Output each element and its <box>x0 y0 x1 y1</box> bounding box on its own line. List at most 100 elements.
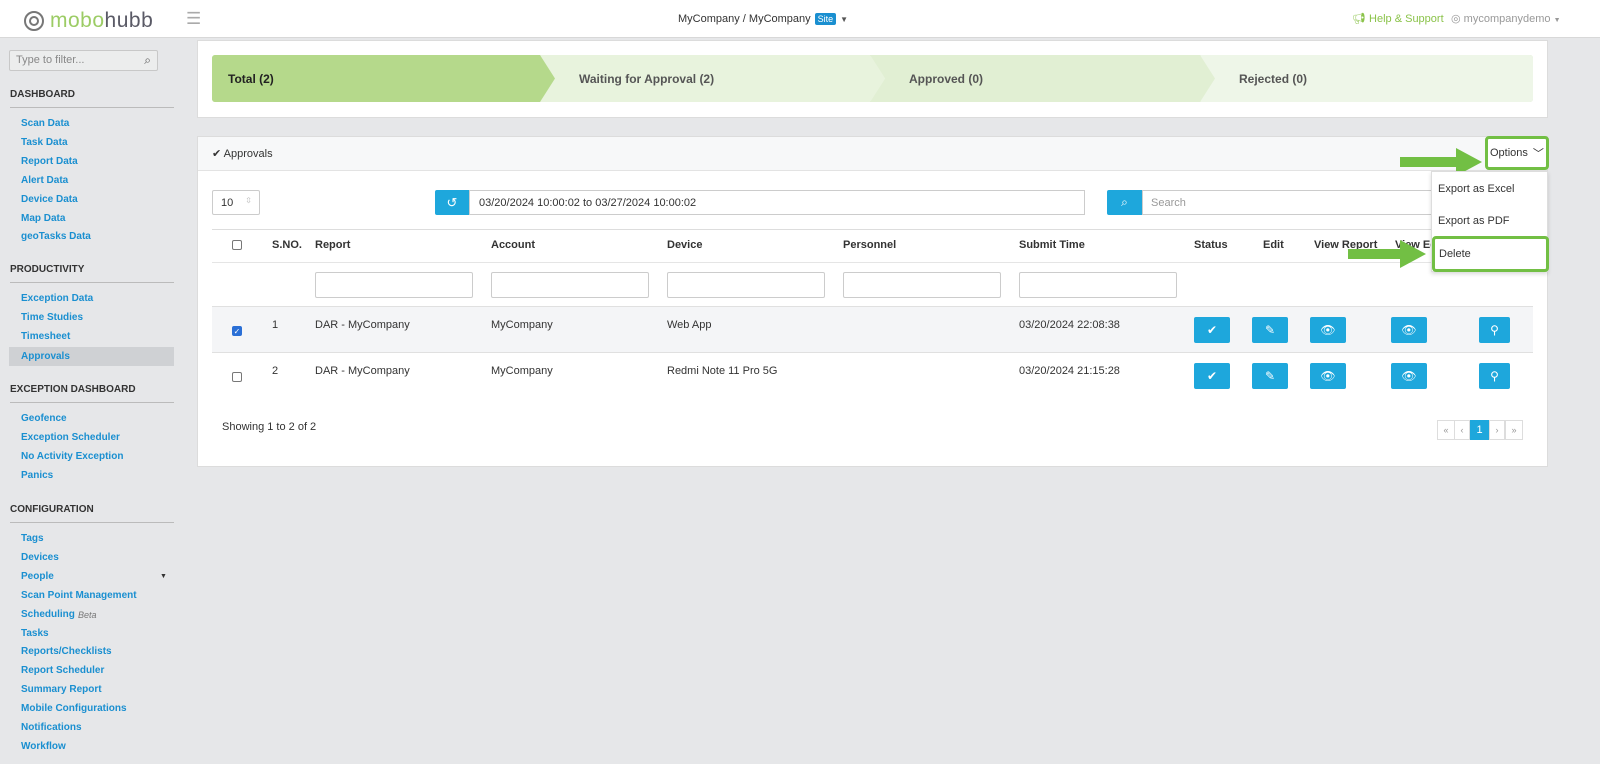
cell-account: MyCompany <box>491 365 553 377</box>
sidebar-item-report-scheduler[interactable]: Report Scheduler <box>21 665 105 677</box>
sidebar-item-scan-data[interactable]: Scan Data <box>21 118 70 129</box>
sidebar <box>0 39 183 764</box>
eye-icon: 👁︎ <box>1320 323 1336 337</box>
sidebar-item-geotasks-data[interactable]: geoTasks Data <box>21 231 91 243</box>
edit-button[interactable]: ✎ <box>1252 317 1288 343</box>
annotation-arrow <box>1348 240 1426 268</box>
tab-rejected[interactable]: Rejected (0) <box>1200 55 1533 102</box>
sidebar-item-timesheet[interactable]: Timesheet <box>21 330 71 342</box>
sidebar-item-time-studies[interactable]: Time Studies <box>21 311 84 323</box>
mobohubb-logo[interactable]: mobohubb <box>24 9 153 33</box>
next-page-button[interactable]: › <box>1489 420 1505 440</box>
sidebar-section-title: CONFIGURATION <box>10 504 174 523</box>
edit-icon: ✎ <box>1264 323 1276 337</box>
user-menu[interactable]: ◎ mycompanydemo ▼ <box>1451 13 1561 25</box>
top-header: mobohubb ☰ MyCompany / MyCompany Site ▼ … <box>0 0 1600 38</box>
map-button[interactable]: ⚲ <box>1479 317 1510 343</box>
tab-approved[interactable]: Approved (0) <box>870 55 1215 102</box>
row-checkbox[interactable] <box>232 372 242 382</box>
select-all-checkbox[interactable] <box>232 240 242 250</box>
sidebar-item-scan-point-management[interactable]: Scan Point Management <box>21 589 137 601</box>
cell-submit: 03/20/2024 22:08:38 <box>1019 319 1120 331</box>
hamburger-menu-icon[interactable]: ☰ <box>186 9 202 28</box>
search-icon: ⌕ <box>144 53 151 67</box>
sidebar-item-summary-report[interactable]: Summary Report <box>21 684 102 696</box>
column-header-report[interactable]: Report <box>315 239 351 251</box>
sidebar-item-exception-data[interactable]: Exception Data <box>21 293 94 304</box>
sidebar-item-devices[interactable]: Devices <box>21 551 59 563</box>
sidebar-item-no-activity-exception[interactable]: No Activity Exception <box>21 450 124 462</box>
help-support-link[interactable]: 📢︎ Help & Support <box>1352 13 1444 25</box>
search-input[interactable]: Search <box>1142 190 1442 215</box>
sidebar-item-mobile-configurations[interactable]: Mobile Configurations <box>21 703 127 715</box>
column-header-edit[interactable]: Edit <box>1263 239 1284 251</box>
divider <box>212 262 1533 263</box>
column-filter-input[interactable] <box>843 272 1001 298</box>
table-row[interactable] <box>212 352 1533 398</box>
column-header-personnel[interactable]: Personnel <box>843 239 897 251</box>
column-header-status[interactable]: Status <box>1194 239 1228 251</box>
sidebar-item-device-data[interactable]: Device Data <box>21 193 78 205</box>
sidebar-filter-input[interactable]: Type to filter... ⌕ <box>9 50 158 71</box>
options-button[interactable]: Options ﹀ <box>1485 136 1549 170</box>
export-excel-option[interactable]: Export as Excel <box>1438 183 1515 195</box>
column-filter-input[interactable] <box>667 272 825 298</box>
column-filter-input[interactable] <box>1019 272 1177 298</box>
view-edits-button[interactable]: 👁︎ <box>1391 317 1427 343</box>
cell-sno: 1 <box>272 319 279 331</box>
column-header-s-no-[interactable]: S.NO. <box>272 239 302 251</box>
view-edits-button[interactable]: 👁︎ <box>1391 363 1427 389</box>
map-button[interactable]: ⚲ <box>1479 363 1510 389</box>
org-selector[interactable]: MyCompany / MyCompany Site ▼ <box>678 13 849 25</box>
sidebar-item-exception-scheduler[interactable]: Exception Scheduler <box>21 431 120 443</box>
sidebar-item-tasks[interactable]: Tasks <box>21 627 49 639</box>
last-page-button[interactable]: » <box>1505 420 1523 440</box>
cell-device: Web App <box>667 319 712 331</box>
sidebar-item-map-data[interactable]: Map Data <box>21 212 66 224</box>
row-checkbox[interactable]: ✓ <box>232 326 242 336</box>
search-button[interactable]: ⌕ <box>1107 190 1142 215</box>
approve-button[interactable]: ✔ <box>1194 363 1230 389</box>
column-header-submit-time[interactable]: Submit Time <box>1019 239 1085 251</box>
sidebar-item-report-data[interactable]: Report Data <box>21 155 78 167</box>
cell-report: DAR - MyCompany <box>315 365 410 377</box>
view-report-button[interactable]: 👁︎ <box>1310 363 1346 389</box>
caret-down-icon[interactable]: ▼ <box>160 572 167 580</box>
sidebar-item-reports-checklists[interactable]: Reports/Checklists <box>21 646 112 658</box>
map-pin-icon: ⚲ <box>1490 323 1499 337</box>
delete-option[interactable]: Delete <box>1432 236 1549 272</box>
refresh-icon: ↺ <box>446 194 458 210</box>
export-pdf-option[interactable]: Export as PDF <box>1438 215 1510 227</box>
sidebar-item-workflow[interactable]: Workflow <box>21 740 66 752</box>
date-range-input[interactable]: 03/20/2024 10:00:02 to 03/27/2024 10:00:… <box>469 190 1085 215</box>
sidebar-item-tags[interactable]: Tags <box>21 533 44 544</box>
beta-badge: Beta <box>78 609 97 620</box>
column-filter-input[interactable] <box>491 272 649 298</box>
reset-date-button[interactable]: ↺ <box>435 190 469 215</box>
sidebar-item-people[interactable]: People <box>21 570 54 582</box>
page-size-select[interactable]: 10 ⇳ <box>212 190 260 215</box>
tab-waiting-for-approval[interactable]: Waiting for Approval (2) <box>540 55 885 102</box>
approve-button[interactable]: ✔ <box>1194 317 1230 343</box>
column-filter-input[interactable] <box>315 272 473 298</box>
first-page-button[interactable]: « <box>1437 420 1455 440</box>
sidebar-item-panics[interactable]: Panics <box>21 469 54 481</box>
sidebar-item-task-data[interactable]: Task Data <box>21 136 68 148</box>
tab-total[interactable]: Total (2) <box>212 55 555 102</box>
sidebar-item-scheduling[interactable]: Scheduling <box>21 608 75 620</box>
sidebar-item-approvals[interactable]: Approvals <box>9 347 174 366</box>
caret-down-icon: ▼ <box>840 14 849 24</box>
column-header-account[interactable]: Account <box>491 239 535 251</box>
column-header-device[interactable]: Device <box>667 239 703 251</box>
page-1-button[interactable]: 1 <box>1470 420 1489 440</box>
cell-sno: 2 <box>272 365 279 377</box>
sidebar-item-geofence[interactable]: Geofence <box>21 413 67 424</box>
prev-page-button[interactable]: ‹ <box>1454 420 1470 440</box>
view-report-button[interactable]: 👁︎ <box>1310 317 1346 343</box>
edit-button[interactable]: ✎ <box>1252 363 1288 389</box>
sidebar-item-notifications[interactable]: Notifications <box>21 722 82 733</box>
sidebar-item-alert-data[interactable]: Alert Data <box>21 174 69 186</box>
column-header-view-report[interactable]: View Report <box>1314 239 1378 251</box>
cell-device: Redmi Note 11 Pro 5G <box>667 365 778 377</box>
cell-report: DAR - MyCompany <box>315 319 410 331</box>
